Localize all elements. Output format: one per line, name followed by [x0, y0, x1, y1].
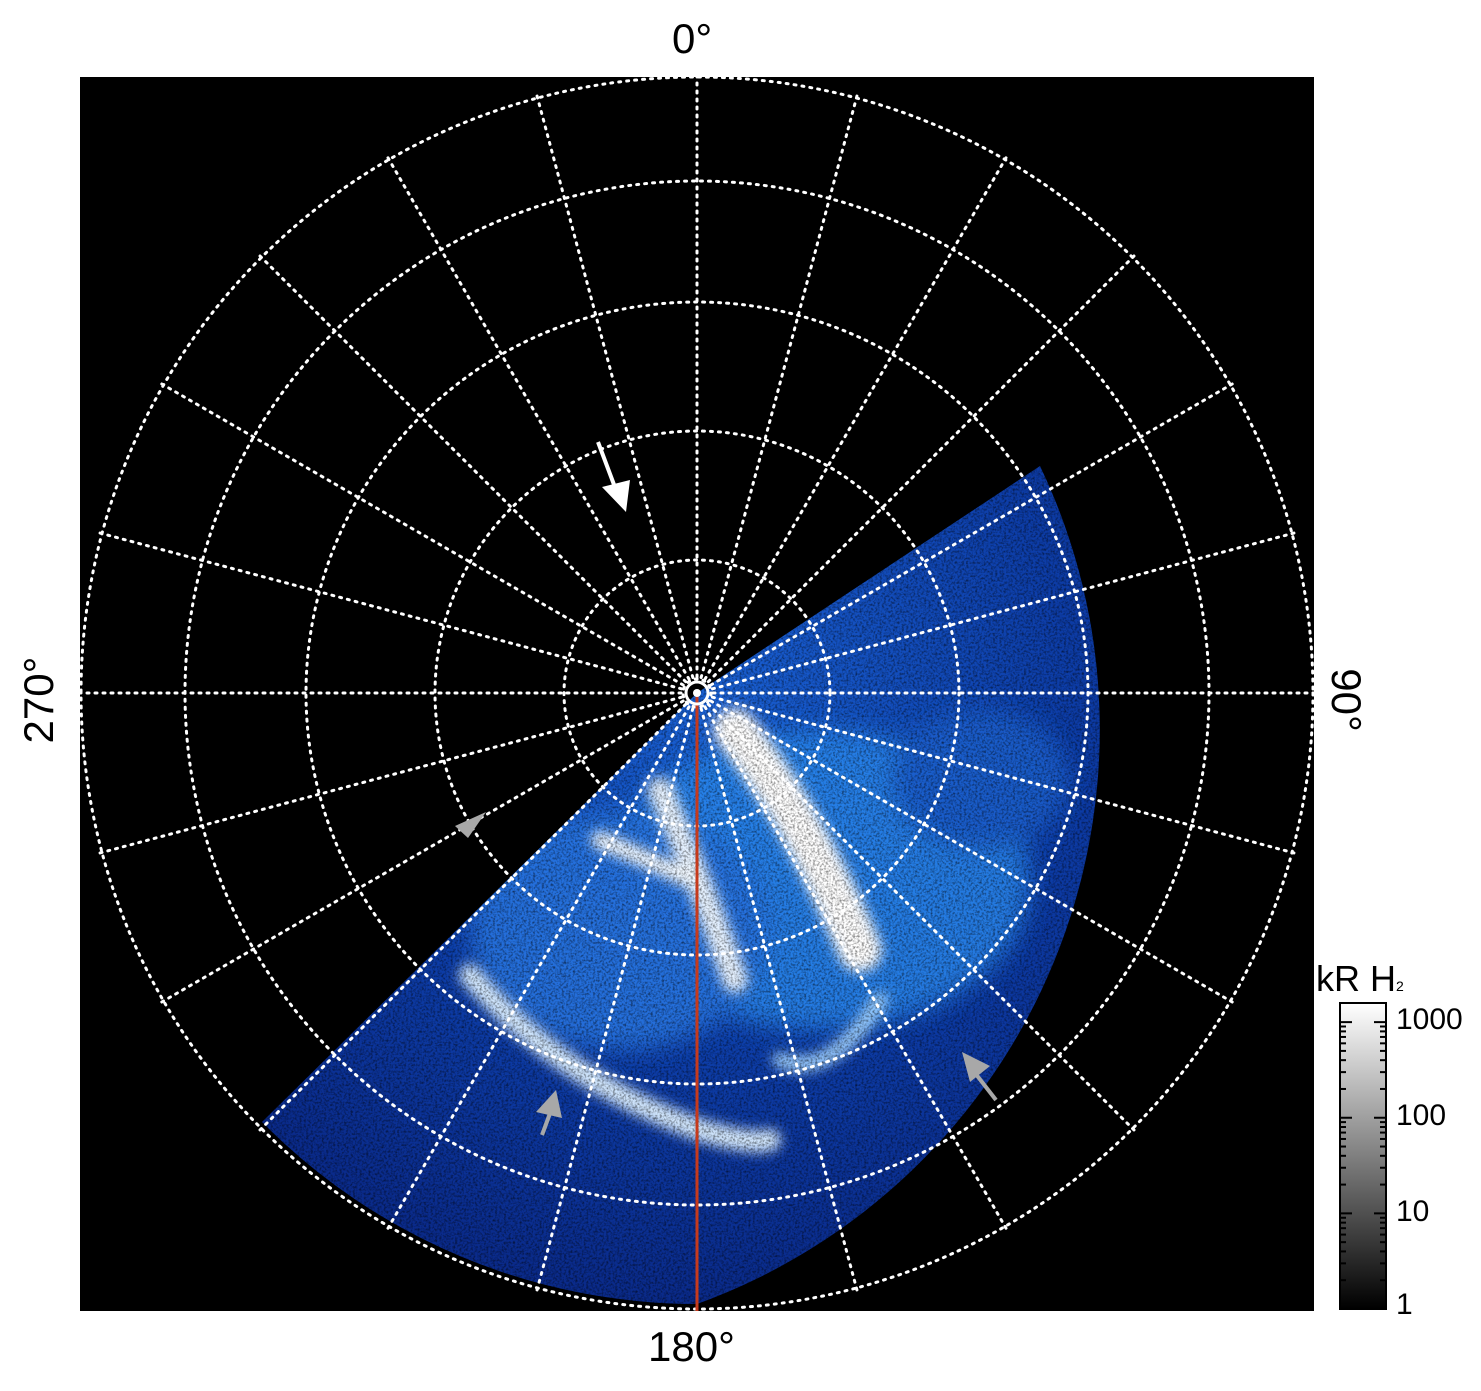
- longitude-label-180: 180°: [648, 1323, 735, 1370]
- longitude-line: [257, 702, 688, 1133]
- longitude-line: [385, 705, 691, 1232]
- longitude-line: [699, 92, 859, 680]
- arrow-gray-annotation-right: [962, 1052, 998, 1102]
- longitude-line: [703, 705, 1009, 1232]
- longitude-line: [699, 706, 859, 1294]
- longitude-line: [709, 699, 1236, 1005]
- longitude-line: [703, 154, 1009, 681]
- longitude-line: [385, 154, 691, 681]
- arrow-gray-annotation-left: [455, 812, 486, 838]
- longitude-label-90: 90°: [1323, 668, 1370, 732]
- colorbar-tick-label: 100: [1396, 1099, 1447, 1132]
- longitude-line: [710, 695, 1298, 855]
- longitude-line: [706, 253, 1137, 684]
- arrow-white-annotation: [596, 441, 630, 512]
- pole-dot: [693, 689, 701, 697]
- colorbar-tick-label: 1: [1396, 1288, 1413, 1321]
- longitude-line: [158, 381, 685, 687]
- colorbar-ticks: [1340, 1021, 1386, 1310]
- longitude-line: [257, 253, 688, 684]
- colorbar: [1339, 1002, 1387, 1310]
- longitude-line: [706, 702, 1137, 1133]
- colorbar-title: kR H2: [1316, 958, 1404, 999]
- colorbar-tick-label: 1000: [1396, 1003, 1463, 1036]
- latitude-circle: [681, 677, 713, 709]
- longitude-line: [96, 531, 684, 691]
- arrow-gray-annotation-bottom: [536, 1090, 562, 1136]
- longitude-line: [535, 92, 695, 680]
- longitude-label-270: 270°: [15, 656, 62, 744]
- longitude-line: [96, 695, 684, 855]
- longitude-line: [535, 706, 695, 1294]
- longitude-line: [710, 531, 1298, 691]
- longitude-line: [709, 381, 1236, 687]
- pole-marker: [684, 680, 710, 706]
- longitude-label-0: 0°: [672, 15, 713, 62]
- colorbar-tick-label: 10: [1396, 1195, 1430, 1228]
- longitude-line: [158, 699, 685, 1005]
